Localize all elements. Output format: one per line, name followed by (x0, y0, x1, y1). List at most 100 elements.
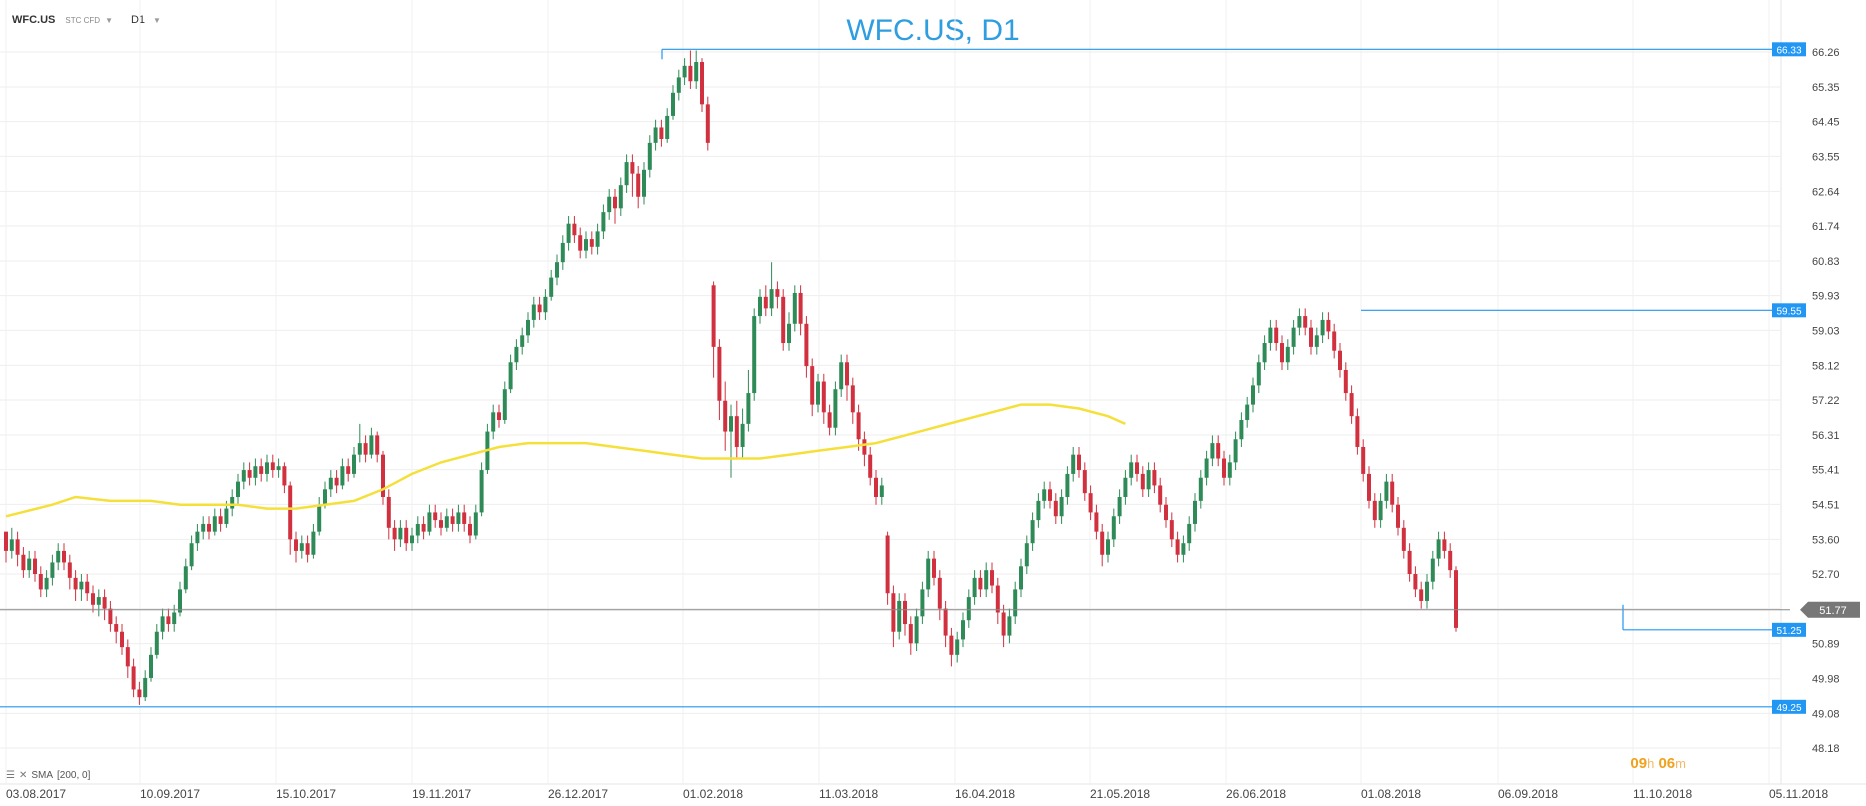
candle-body (207, 523, 211, 532)
candle-body (711, 285, 716, 347)
x-tick-label: 05.11.2018 (1769, 787, 1828, 801)
candle (787, 312, 791, 351)
candle (369, 427, 374, 459)
candle (299, 535, 304, 559)
candle-body (740, 423, 745, 447)
candle (137, 681, 142, 705)
candle-body (340, 466, 345, 486)
candle (282, 462, 287, 494)
candle (247, 462, 252, 486)
y-tick-label: 54.51 (1812, 499, 1840, 511)
level-lines[interactable]: 66.33 59.55 51.25 49.25 51.77 (0, 42, 1860, 714)
candle-body (949, 635, 954, 655)
candle-body (572, 223, 577, 236)
candle-body (323, 489, 327, 505)
candle (584, 231, 588, 259)
candle-body (154, 631, 159, 655)
candle (1262, 335, 1267, 370)
indicator-name[interactable]: SMA (31, 770, 54, 781)
candle-body (1053, 500, 1058, 517)
chevron-down-icon[interactable]: ▼ (105, 15, 113, 25)
candle (410, 527, 414, 551)
candle (259, 458, 264, 482)
sma-line (5, 403, 1126, 518)
candle (879, 477, 884, 505)
candle-body (1338, 350, 1342, 370)
candle (91, 585, 95, 613)
candle-body (1448, 550, 1453, 571)
candle-body (497, 412, 501, 421)
candle-body (433, 512, 438, 521)
candle-body (665, 115, 670, 139)
candle (937, 570, 942, 621)
candle-body (247, 470, 252, 478)
candle-body (346, 466, 351, 474)
candle-body (537, 304, 542, 313)
candle (775, 281, 780, 309)
candle-body (659, 127, 664, 139)
candle-body (1314, 335, 1319, 347)
candle-body (508, 362, 513, 390)
candle-body (1059, 497, 1064, 517)
candle-body (259, 466, 264, 474)
candle-body (520, 335, 525, 347)
candle-body (21, 554, 26, 571)
horizontal-level[interactable]: 59.55 (1361, 303, 1806, 318)
candle (1233, 431, 1238, 471)
horizontal-level[interactable]: 66.33 (661, 42, 1806, 60)
candle-body (241, 470, 246, 482)
y-tick-label: 50.89 (1812, 639, 1840, 651)
candle (497, 404, 501, 428)
candle (1326, 312, 1331, 340)
candle-body (1390, 481, 1395, 505)
candle (862, 431, 867, 467)
x-tick-label: 21.05.2018 (1090, 787, 1150, 801)
candle (381, 450, 385, 505)
candle-body (1436, 539, 1441, 559)
candle (752, 308, 757, 401)
horizontal-level[interactable]: 51.25 (1622, 604, 1806, 637)
menu-icon[interactable]: ☰ (6, 770, 15, 781)
candle-body (85, 581, 90, 594)
candle (1140, 466, 1145, 498)
candle (740, 408, 745, 459)
candle-body (1297, 316, 1302, 328)
y-tick-label: 48.18 (1812, 743, 1840, 755)
candle-body (787, 323, 791, 344)
candle-body (630, 162, 635, 174)
candle (549, 269, 554, 301)
candle (15, 531, 20, 567)
symbol-label[interactable]: WFC.US (12, 14, 56, 26)
candle-body (1251, 385, 1255, 405)
close-icon[interactable]: ✕ (18, 770, 28, 781)
candle (346, 458, 351, 482)
candle (723, 381, 728, 451)
candle (1042, 481, 1047, 509)
candle-body (920, 589, 925, 617)
candle-body (33, 558, 37, 574)
candle-body (845, 362, 849, 386)
y-tick-label: 59.03 (1812, 325, 1840, 337)
candle-body (305, 543, 310, 555)
candle-body (44, 577, 49, 590)
chevron-down-icon[interactable]: ▼ (153, 15, 161, 25)
candle-body (15, 539, 20, 555)
candle (73, 570, 78, 601)
candle-body (195, 531, 200, 544)
horizontal-level[interactable]: 49.25 (0, 699, 1806, 714)
candle-body (943, 608, 948, 636)
candle-body (427, 512, 432, 532)
candle-body (1454, 570, 1458, 628)
candle-body (937, 577, 942, 609)
candle (1036, 493, 1041, 528)
candle-body (607, 196, 612, 213)
timeframe-label[interactable]: D1 (130, 14, 146, 26)
candle (955, 631, 960, 663)
candle-body (79, 581, 84, 590)
candle-body (270, 462, 275, 471)
candle-body (468, 523, 472, 536)
candle (1436, 531, 1441, 567)
candle (1030, 512, 1035, 551)
candle (804, 316, 809, 378)
